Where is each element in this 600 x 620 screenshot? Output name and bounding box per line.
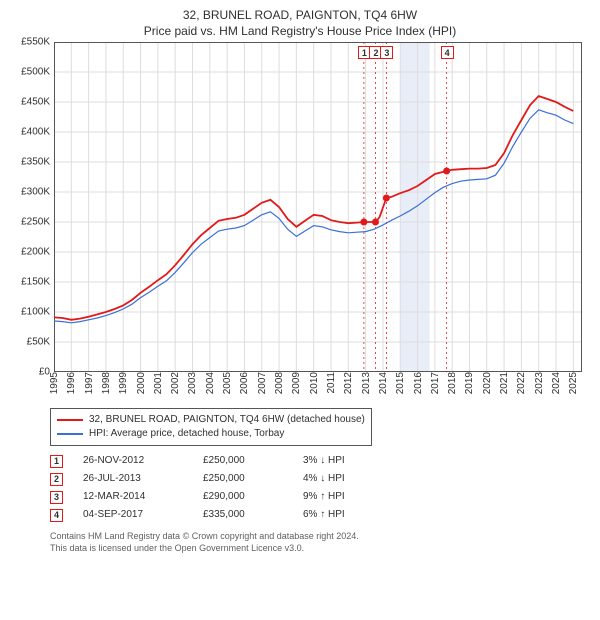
- x-axis-label: 1996: [66, 372, 77, 398]
- sale-row-diff: 6% ↑ HPI: [303, 506, 383, 524]
- x-axis-label: 2019: [464, 372, 475, 398]
- x-axis-label: 2014: [378, 372, 389, 398]
- x-axis-label: 1999: [118, 372, 129, 398]
- x-axis-label: 2006: [239, 372, 250, 398]
- x-axis-label: 2023: [534, 372, 545, 398]
- x-axis-label: 2003: [187, 372, 198, 398]
- x-axis-label: 2004: [205, 372, 216, 398]
- price-chart-page: 32, BRUNEL ROAD, PAIGNTON, TQ4 6HW Price…: [0, 0, 600, 620]
- y-axis-label: £350K: [21, 157, 54, 168]
- sale-row-diff: 3% ↓ HPI: [303, 452, 383, 470]
- chart-subtitle: Price paid vs. HM Land Registry's House …: [8, 24, 592, 38]
- sale-number-marker: 4: [441, 46, 454, 59]
- legend-swatch: [57, 419, 83, 421]
- sale-row-price: £290,000: [203, 488, 283, 506]
- x-axis-label: 2009: [291, 372, 302, 398]
- sale-point-marker: [360, 219, 367, 226]
- x-axis-label: 1997: [84, 372, 95, 398]
- sale-row-date: 12-MAR-2014: [83, 488, 183, 506]
- sale-row-date: 26-JUL-2013: [83, 470, 183, 488]
- sale-point-marker: [372, 219, 379, 226]
- x-axis-label: 2001: [153, 372, 164, 398]
- x-axis-label: 2016: [413, 372, 424, 398]
- sale-row-price: £335,000: [203, 506, 283, 524]
- legend-item: HPI: Average price, detached house, Torb…: [57, 427, 365, 441]
- sale-row-marker: 2: [50, 473, 63, 486]
- x-axis-label: 2021: [499, 372, 510, 398]
- x-axis-label: 1995: [49, 372, 60, 398]
- credits-line-1: Contains HM Land Registry data © Crown c…: [50, 530, 592, 542]
- credits-line-2: This data is licensed under the Open Gov…: [50, 542, 592, 554]
- sale-row-marker: 4: [50, 509, 63, 522]
- x-axis-label: 2018: [447, 372, 458, 398]
- sales-table-row: 3 12-MAR-2014 £290,000 9% ↑ HPI: [50, 488, 592, 506]
- sale-row-date: 04-SEP-2017: [83, 506, 183, 524]
- y-axis-label: £550K: [21, 37, 54, 48]
- sales-table: 1 26-NOV-2012 £250,000 3% ↓ HPI 2 26-JUL-2013…: [50, 452, 592, 524]
- y-axis-label: £100K: [21, 307, 54, 318]
- sales-table-row: 1 26-NOV-2012 £250,000 3% ↓ HPI: [50, 452, 592, 470]
- y-axis-label: £450K: [21, 97, 54, 108]
- sales-table-row: 2 26-JUL-2013 £250,000 4% ↓ HPI: [50, 470, 592, 488]
- sale-row-price: £250,000: [203, 470, 283, 488]
- x-axis-label: 2005: [222, 372, 233, 398]
- x-axis-label: 2002: [170, 372, 181, 398]
- sale-point-marker: [383, 195, 390, 202]
- x-axis-label: 2013: [361, 372, 372, 398]
- x-axis-label: 2017: [430, 372, 441, 398]
- y-axis-label: £150K: [21, 277, 54, 288]
- x-axis-label: 2020: [482, 372, 493, 398]
- sales-table-row: 4 04-SEP-2017 £335,000 6% ↑ HPI: [50, 506, 592, 524]
- y-axis-label: £300K: [21, 187, 54, 198]
- x-axis-label: 2007: [257, 372, 268, 398]
- legend-swatch: [57, 433, 83, 435]
- sale-row-date: 26-NOV-2012: [83, 452, 183, 470]
- x-axis-label: 2025: [568, 372, 579, 398]
- legend-label: 32, BRUNEL ROAD, PAIGNTON, TQ4 6HW (deta…: [89, 413, 365, 427]
- x-axis-label: 2010: [309, 372, 320, 398]
- chart-credits: Contains HM Land Registry data © Crown c…: [50, 530, 592, 554]
- sale-row-diff: 4% ↓ HPI: [303, 470, 383, 488]
- y-axis-label: £500K: [21, 67, 54, 78]
- x-axis-label: 2022: [516, 372, 527, 398]
- x-axis-label: 2011: [326, 372, 337, 398]
- x-axis-label: 2008: [274, 372, 285, 398]
- x-axis-label: 2012: [343, 372, 354, 398]
- sale-point-marker: [443, 168, 450, 175]
- chart-title: 32, BRUNEL ROAD, PAIGNTON, TQ4 6HW: [8, 8, 592, 22]
- sale-row-marker: 1: [50, 455, 63, 468]
- x-axis-label: 1998: [101, 372, 112, 398]
- sale-row-marker: 3: [50, 491, 63, 504]
- x-axis-label: 2000: [136, 372, 147, 398]
- sale-row-price: £250,000: [203, 452, 283, 470]
- y-axis-label: £200K: [21, 247, 54, 258]
- plot-border: [55, 43, 582, 372]
- sale-number-marker: 3: [380, 46, 393, 59]
- legend-item: 32, BRUNEL ROAD, PAIGNTON, TQ4 6HW (deta…: [57, 413, 365, 427]
- x-axis-label: 2015: [395, 372, 406, 398]
- y-axis-label: £50K: [27, 337, 54, 348]
- chart-legend: 32, BRUNEL ROAD, PAIGNTON, TQ4 6HW (deta…: [50, 408, 372, 446]
- x-axis-label: 2024: [551, 372, 562, 398]
- y-axis-label: £400K: [21, 127, 54, 138]
- y-axis-label: £250K: [21, 217, 54, 228]
- sale-row-diff: 9% ↑ HPI: [303, 488, 383, 506]
- chart-plot-area: £0£50K£100K£150K£200K£250K£300K£350K£400…: [54, 42, 582, 372]
- chart-svg: [54, 42, 582, 372]
- legend-label: HPI: Average price, detached house, Torb…: [89, 427, 284, 441]
